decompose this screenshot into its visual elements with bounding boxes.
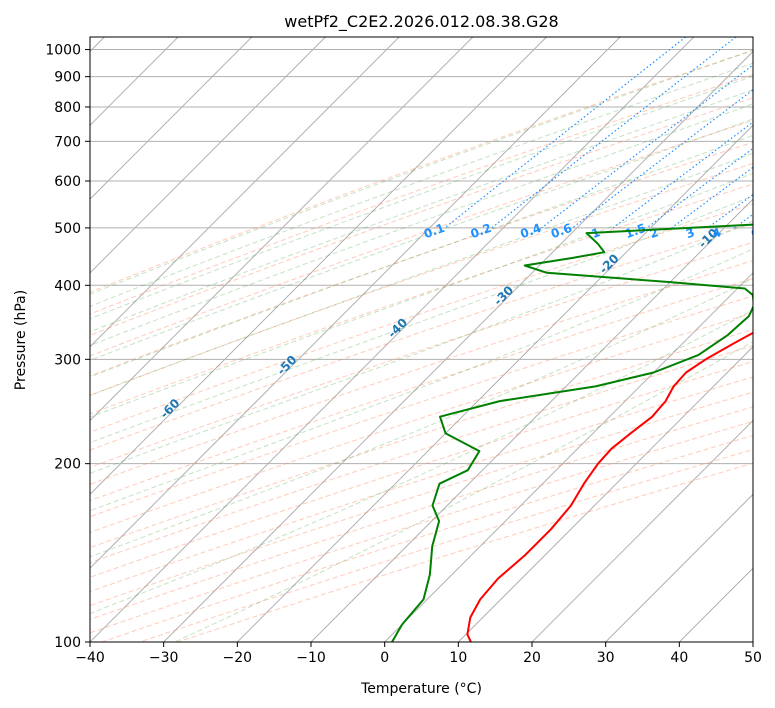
x-tick-label: 30 xyxy=(597,650,615,666)
isotherm-gridline xyxy=(752,641,753,642)
mixing-ratio-label: 6 xyxy=(749,225,762,241)
dry-adiabat xyxy=(90,141,753,377)
isotherm-gridline xyxy=(90,37,547,496)
plot-frame xyxy=(89,36,754,643)
x-tick-label: 50 xyxy=(744,650,762,666)
x-tick-label: 40 xyxy=(670,650,688,666)
chart-title: wetPf2_C2E2.2026.012.08.38.G28 xyxy=(284,12,558,32)
isotherm-gridline xyxy=(90,37,695,642)
isotherm-gridline xyxy=(531,419,753,642)
isotherm-gridline xyxy=(605,493,753,642)
y-tick-label: 300 xyxy=(54,352,81,368)
y-tick-label: 600 xyxy=(54,174,81,190)
dry-adiabat xyxy=(90,328,753,549)
isotherm-gridline xyxy=(236,124,753,642)
isotherm-label: -70 xyxy=(32,448,57,473)
moist-adiabat xyxy=(90,220,753,474)
x-tick-label: 0 xyxy=(380,650,389,666)
dry-adiabat xyxy=(90,391,753,607)
mixing-ratio-line xyxy=(707,193,753,229)
x-tick-label: 10 xyxy=(449,650,467,666)
isotherm-gridline xyxy=(678,567,753,642)
dry-adiabat xyxy=(90,162,753,396)
mixing-ratio-label: 0.4 xyxy=(518,221,543,241)
dry-adiabat xyxy=(90,119,753,357)
moist-adiabat xyxy=(90,309,753,615)
background-lines xyxy=(90,37,753,642)
dewpoint-profile xyxy=(391,223,753,642)
y-tick-label: 500 xyxy=(54,221,81,237)
dry-adiabat xyxy=(90,295,753,518)
x-tick-label: −30 xyxy=(149,650,179,666)
dry-adiabat xyxy=(90,376,753,593)
moist-adiabat xyxy=(90,89,753,333)
dry-adiabat xyxy=(90,277,753,502)
x-axis-ticks: −40 −30 −20 −10 0 10 20 30 40 50 xyxy=(75,642,762,666)
isotherm-gridline xyxy=(90,37,326,274)
mixing-ratio-labels: 0.10.20.40.611.52346810131620253036 xyxy=(422,221,762,241)
dry-adiabat xyxy=(101,435,753,642)
dry-adiabat xyxy=(90,49,753,293)
isotherm-label: -50 xyxy=(274,353,299,378)
y-axis-label: Pressure (hPa) xyxy=(13,290,29,390)
mixing-ratio-line xyxy=(612,121,753,229)
mixing-ratio-label: 0.1 xyxy=(422,221,447,241)
y-tick-label: 100 xyxy=(54,635,81,651)
x-axis-label: Temperature (°C) xyxy=(360,681,482,697)
x-tick-label: −40 xyxy=(75,650,105,666)
moist-adiabat xyxy=(90,75,753,320)
moist-adiabat xyxy=(90,172,753,418)
x-tick-label: 20 xyxy=(523,650,541,666)
mixing-ratio-line xyxy=(572,89,753,229)
mixing-ratio-line xyxy=(734,213,753,229)
dry-adiabat xyxy=(90,183,753,415)
y-tick-label: 1000 xyxy=(45,43,81,59)
dry-adiabat xyxy=(90,345,753,564)
moist-adiabat xyxy=(90,118,753,361)
profiles xyxy=(391,223,753,642)
moist-adiabat xyxy=(90,195,753,444)
y-tick-label: 700 xyxy=(54,134,81,150)
dry-adiabat xyxy=(90,73,753,315)
isotherm-gridline xyxy=(90,37,621,569)
dry-adiabat xyxy=(90,360,753,578)
moist-adiabat xyxy=(90,62,753,307)
dry-adiabat xyxy=(90,241,753,468)
mixing-ratio-line xyxy=(541,64,753,229)
moist-adiabat xyxy=(90,103,753,347)
y-tick-label: 900 xyxy=(54,70,81,86)
dry-adiabat xyxy=(177,462,753,642)
isotherm-gridline xyxy=(90,37,253,200)
temperature-profile xyxy=(466,331,753,642)
y-tick-label: 400 xyxy=(54,278,81,294)
isotherm-gridline xyxy=(163,50,753,642)
isotherm-gridline xyxy=(310,198,753,642)
mixing-ratio-label: 0.6 xyxy=(549,221,574,241)
isotherm-label: -30 xyxy=(491,283,516,308)
isotherm-gridline xyxy=(384,272,753,642)
isotherm-gridline xyxy=(457,346,753,642)
dry-adiabat xyxy=(90,260,753,485)
dry-adiabat xyxy=(90,97,753,336)
mixing-ratio-label: 0.2 xyxy=(469,221,494,241)
mixing-ratio-line xyxy=(491,37,737,229)
dry-adiabat xyxy=(90,312,753,533)
dry-adiabat xyxy=(90,222,753,451)
moist-adiabat xyxy=(90,49,753,295)
mixing-ratio-line xyxy=(671,166,753,229)
y-tick-label: 200 xyxy=(54,457,81,473)
x-tick-label: −20 xyxy=(223,650,253,666)
isotherm-gridline xyxy=(90,37,400,348)
moist-adiabat xyxy=(90,248,753,512)
dry-adiabat xyxy=(90,203,753,433)
moist-adiabat xyxy=(174,341,753,642)
y-axis-ticks: 100 200 300 400 500 600 700 800 900 1000 xyxy=(45,43,90,651)
y-tick-label: 800 xyxy=(54,100,81,116)
isotherm-gridline xyxy=(90,37,474,422)
x-tick-label: −10 xyxy=(296,650,326,666)
